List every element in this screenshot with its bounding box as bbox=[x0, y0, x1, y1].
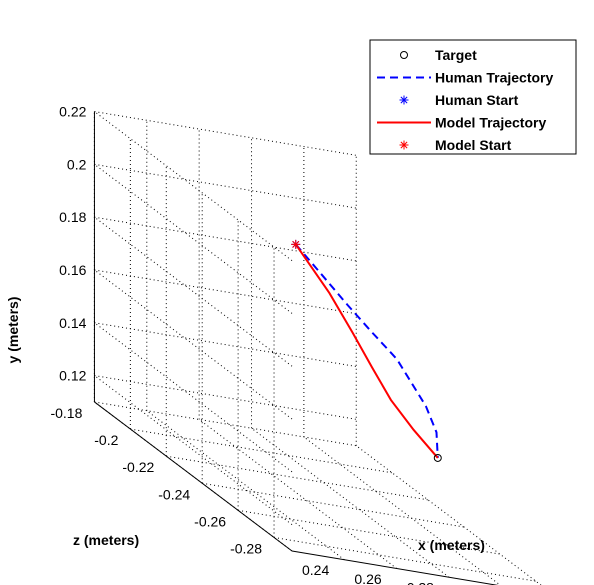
grid-line-floor-z bbox=[273, 536, 536, 582]
legend-target-marker bbox=[400, 51, 408, 59]
tick-labels: 0.240.260.280.30.320.340.120.140.160.180… bbox=[50, 104, 434, 585]
z-tick-label: -0.2 bbox=[94, 432, 118, 448]
z-tick-label: -0.28 bbox=[230, 541, 262, 557]
z-tick-label: -0.22 bbox=[122, 459, 154, 475]
grid-line-floor-z bbox=[94, 401, 357, 447]
series-layer bbox=[291, 239, 442, 462]
grid-line-left-y bbox=[94, 375, 293, 525]
axis-labels: x (meters) z (meters) y (meters) bbox=[5, 297, 485, 553]
grid-line-floor-x bbox=[251, 427, 450, 578]
y-tick-label: 0.16 bbox=[59, 262, 86, 278]
legend-label: Model Start bbox=[435, 137, 512, 153]
z-axis-line bbox=[94, 401, 293, 552]
grid-line-back-y bbox=[94, 269, 357, 315]
grid-line-back-y bbox=[94, 163, 357, 209]
legend-start-marker bbox=[399, 140, 409, 150]
z-tick-label: -0.24 bbox=[158, 486, 190, 502]
y-tick-label: 0.12 bbox=[59, 368, 86, 384]
z-tick-label: -0.26 bbox=[194, 513, 226, 529]
grid-line-floor-x bbox=[303, 436, 501, 585]
grid-line-left-y bbox=[94, 216, 293, 367]
grid-line-floor-z bbox=[130, 428, 393, 474]
grid-line-left-y bbox=[94, 163, 293, 314]
x-axis-label: x (meters) bbox=[418, 537, 485, 553]
grid-line-left-y bbox=[94, 269, 293, 420]
y-tick-label: 0.2 bbox=[67, 156, 87, 172]
grid-line-back-y bbox=[94, 111, 357, 156]
grid-line-floor-z bbox=[202, 482, 465, 528]
y-axis-label: y (meters) bbox=[5, 297, 21, 364]
legend-label: Human Start bbox=[435, 92, 519, 108]
legend-label: Model Trajectory bbox=[435, 115, 546, 131]
z-axis-label: z (meters) bbox=[73, 532, 139, 548]
grid-line-floor-x bbox=[198, 419, 398, 569]
model-start-marker bbox=[291, 239, 301, 249]
legend-start-marker bbox=[399, 95, 409, 105]
grid-line-floor-z bbox=[166, 455, 429, 501]
grid-line-back-y bbox=[94, 375, 357, 420]
model-trajectory-line bbox=[294, 243, 439, 459]
y-tick-label: 0.14 bbox=[59, 315, 86, 331]
target-marker bbox=[433, 453, 442, 462]
legend-label: Target bbox=[435, 47, 477, 63]
x-tick-label: 0.28 bbox=[407, 580, 434, 585]
human-trajectory-line bbox=[294, 243, 439, 458]
legend-label: Human Trajectory bbox=[435, 70, 553, 86]
grid-line-floor-x bbox=[355, 445, 542, 585]
grid-line-floor-x bbox=[146, 410, 345, 561]
grid-line-floor-z bbox=[238, 509, 501, 555]
grid-lines bbox=[93, 111, 542, 585]
y-tick-label: 0.18 bbox=[59, 209, 86, 225]
z-tick-label: -0.18 bbox=[50, 405, 82, 421]
grid-line-back-y bbox=[94, 322, 357, 367]
y-tick-label: 0.22 bbox=[59, 104, 86, 120]
legend: Target Human Trajectory Human Start Model T… bbox=[369, 39, 577, 155]
grid-line-back-y bbox=[94, 216, 357, 262]
grid-line-left-y bbox=[94, 322, 293, 473]
x-tick-label: 0.24 bbox=[302, 562, 329, 578]
grid-line-left-y bbox=[94, 111, 293, 261]
x-tick-label: 0.26 bbox=[354, 571, 381, 585]
x-axis-line bbox=[291, 550, 499, 585]
